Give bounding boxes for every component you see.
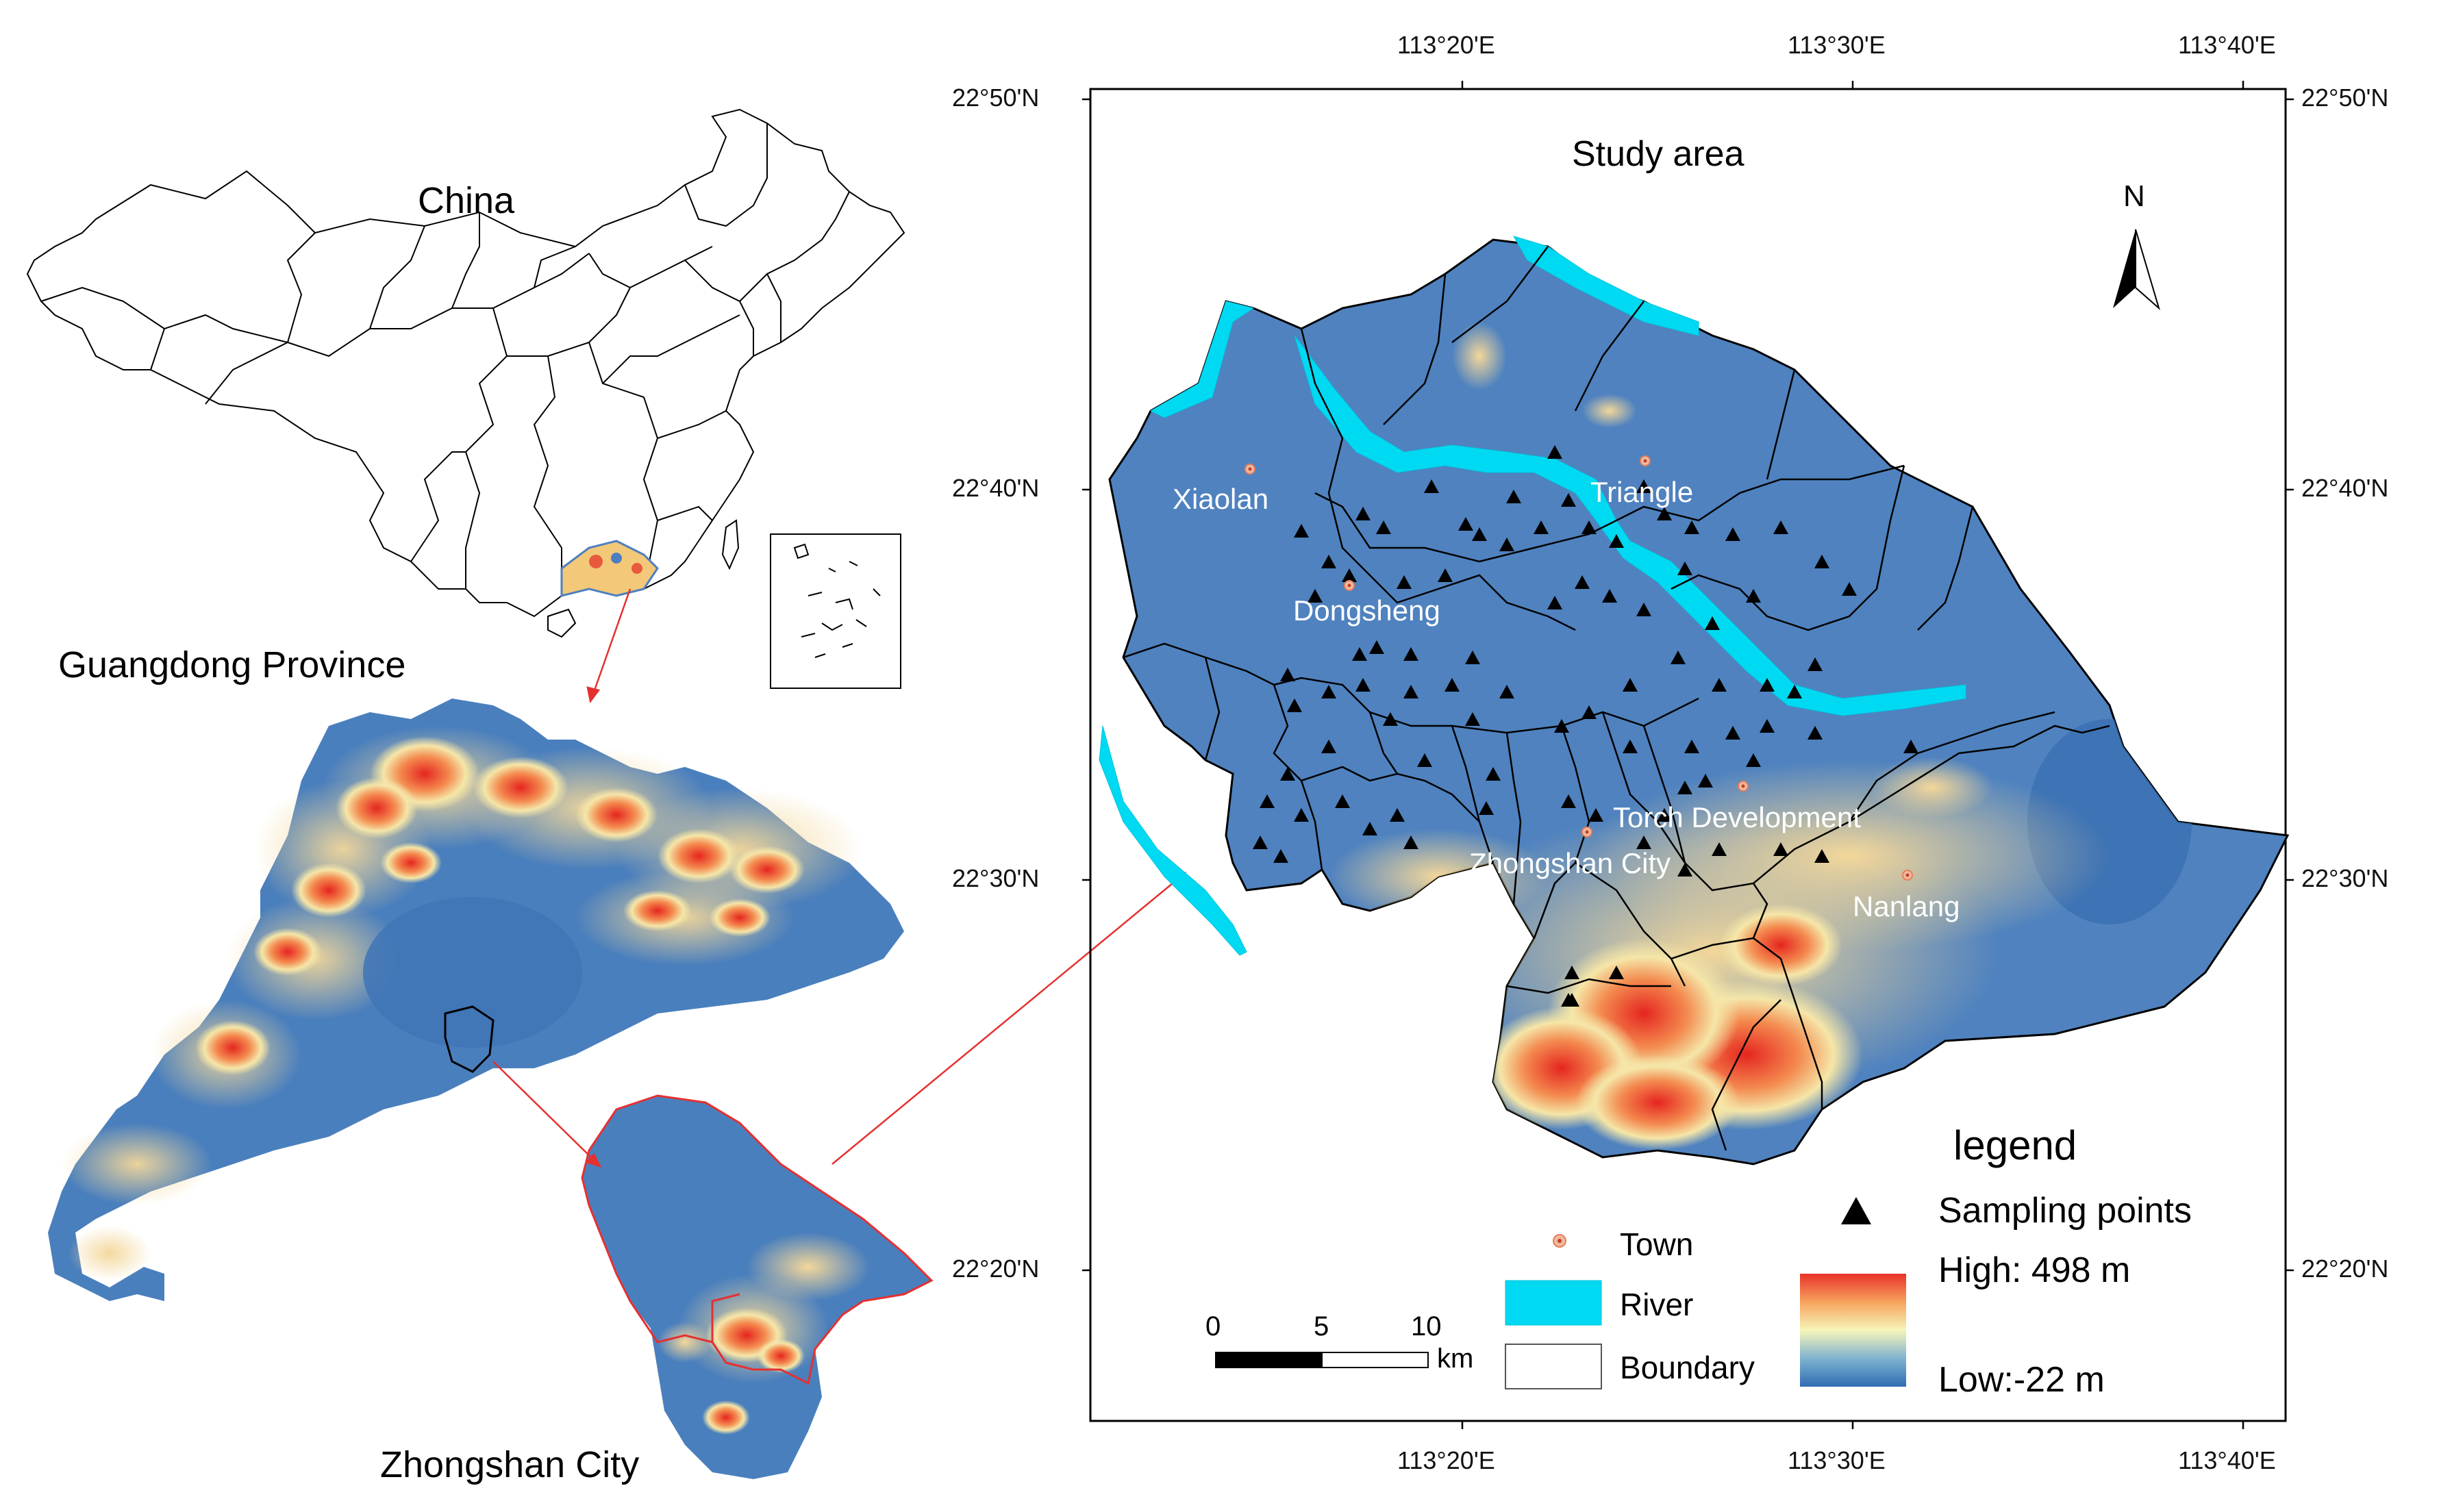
guangdong-highlight <box>560 540 659 597</box>
town-label-nanlang: Nanlang <box>1853 890 1960 922</box>
legend-low-label: Low:-22 m <box>1938 1360 2105 1400</box>
guangdong-dem-map <box>48 698 904 1301</box>
scale-tick-0: 0 <box>1205 1311 1221 1341</box>
zhongshan-city-map <box>581 1094 934 1479</box>
elevation-colorbar <box>1800 1274 1906 1387</box>
lon-tick-label-bottom-2: 113°30'E <box>1788 1446 1886 1474</box>
town-label-xiaolan: Xiaolan <box>1173 483 1269 515</box>
study-map-frame <box>1089 88 2287 1422</box>
south-china-sea-inset <box>770 533 901 689</box>
sampling-points <box>1253 445 1918 1007</box>
graticule-ticks <box>1082 81 2294 1429</box>
lat-tick-label-right-3: 22°30'N <box>2301 864 2389 892</box>
lat-tick-label-right-4: 22°20'N <box>2301 1255 2389 1283</box>
legend-boundary-label: Boundary <box>1620 1350 1755 1385</box>
province-title: Guangdong Province <box>58 644 406 685</box>
lat-tick-label-right-2: 22°40'N <box>2301 474 2389 502</box>
scale-tick-10: 10 <box>1411 1311 1442 1341</box>
legend-graphics <box>1505 1197 1906 1389</box>
lat-tick-label-left-4: 22°20'N <box>952 1255 1040 1283</box>
lon-tick-label-top-1: 113°20'E <box>1397 31 1495 59</box>
city-title: Zhongshan City <box>380 1444 640 1485</box>
study-area-title: Study area <box>1572 134 1744 174</box>
town-label-dongsheng: Dongsheng <box>1293 594 1440 627</box>
lon-tick-label-top-3: 113°40'E <box>2178 31 2276 59</box>
legend-sampling-points-label: Sampling points <box>1938 1191 2192 1231</box>
north-label: N <box>2123 179 2145 213</box>
connector-arrows <box>492 588 1187 1168</box>
legend-river-label: River <box>1620 1287 1694 1322</box>
lat-tick-label-left-1: 22°50'N <box>952 84 1040 112</box>
town-label-zhongshan-city: Zhongshan City <box>1469 847 1671 879</box>
river-layer <box>1099 236 1966 956</box>
legend-high-label: High: 498 m <box>1938 1250 2131 1290</box>
china-map <box>26 108 905 638</box>
lon-tick-label-bottom-1: 113°20'E <box>1397 1446 1495 1474</box>
lat-tick-label-left-3: 22°30'N <box>952 864 1040 892</box>
lat-tick-label-right-1: 22°50'N <box>2301 84 2389 112</box>
sampling-point-legend-icon <box>1841 1197 1871 1224</box>
china-title: China <box>418 180 515 221</box>
district-boundaries <box>1123 246 2110 1151</box>
town-label-torch-development: Torch Development <box>1613 801 1861 833</box>
zhongshan-outline-on-province <box>444 1005 495 1073</box>
boundary-legend-swatch <box>1505 1344 1602 1389</box>
legend-title: legend <box>1953 1122 2077 1168</box>
scale-unit: km <box>1437 1344 1474 1374</box>
lon-tick-label-bottom-3: 113°40'E <box>2178 1446 2276 1474</box>
legend-town-label: Town <box>1620 1226 1694 1262</box>
north-arrow-icon <box>2113 229 2160 311</box>
scale-bar <box>1215 1352 1429 1368</box>
scale-tick-5: 5 <box>1314 1311 1329 1341</box>
river-legend-swatch <box>1505 1280 1602 1326</box>
lon-tick-label-top-2: 113°30'E <box>1788 31 1886 59</box>
town-label-triangle: Triangle <box>1590 476 1694 508</box>
lat-tick-label-left-2: 22°40'N <box>952 474 1040 502</box>
study-area-dem <box>1099 236 2290 1166</box>
